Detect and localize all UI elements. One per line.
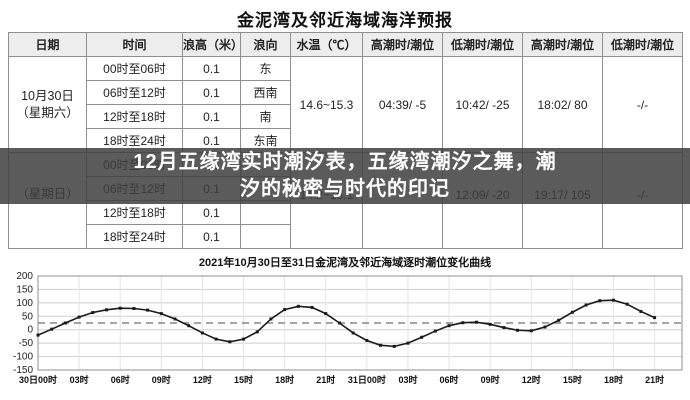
column-header-water-temp: 水温（℃） (290, 32, 363, 57)
low-tide-2-day1: -/- (602, 56, 683, 153)
column-header-low-tide-2: 低潮时/潮位 (602, 32, 683, 57)
wave-cell: 0.1 (182, 56, 241, 81)
column-header-high-tide-2: 高潮时/潮位 (522, 32, 603, 57)
x-axis-labels: 30日00时 03时 06时 09时 12时 15时 18时 21时 31日00时 03时 06时 0… (19, 374, 664, 385)
svg-text:150: 150 (16, 284, 33, 295)
svg-text:-50: -50 (19, 338, 34, 349)
column-header-time: 时间 (86, 32, 183, 57)
svg-text:03时: 03时 (70, 374, 89, 385)
column-header-date: 日期 (8, 32, 87, 57)
svg-text:06时: 06时 (440, 374, 459, 385)
tide-chart: 2021年10月30日至31日金泥湾及邻近海域逐时潮位变化曲线 -150 -100… (0, 252, 690, 400)
table-row: 06时至12时 0.1 西南 (9, 80, 683, 105)
dir-cell: 东 (240, 56, 291, 81)
wave-cell: 0.1 (182, 104, 241, 129)
svg-text:21时: 21时 (645, 374, 664, 385)
overlay-text-line2: 汐的秘密与时代的印记 (240, 178, 450, 200)
forecast-table: 日期 时间 浪高（米） 浪向 水温（℃） 高潮时/潮位 低潮时/潮位 高潮时/潮… (8, 32, 683, 249)
svg-text:31日00时: 31日00时 (348, 374, 386, 385)
column-header-wave-dir: 浪向 (240, 32, 291, 57)
svg-text:21时: 21时 (316, 374, 335, 385)
dir-cell: 西南 (240, 80, 291, 105)
svg-text:06时: 06时 (111, 374, 130, 385)
high-tide-2-day1: 18:02/ 80 (522, 56, 603, 153)
time-cell: 06时至12时 (86, 80, 183, 105)
svg-text:15时: 15时 (563, 374, 582, 385)
table-header-row: 日期 时间 浪高（米） 浪向 水温（℃） 高潮时/潮位 低潮时/潮位 高潮时/潮… (8, 32, 683, 57)
dir-cell (240, 200, 291, 225)
svg-text:09时: 09时 (152, 374, 171, 385)
time-cell: 12时至18时 (86, 104, 183, 129)
chart-title: 2021年10月30日至31日金泥湾及邻近海域逐时潮位变化曲线 (198, 257, 492, 269)
low-tide-1-day1: 10:42/ -25 (442, 56, 523, 153)
svg-text:200: 200 (16, 271, 33, 282)
wave-cell: 0.1 (182, 224, 241, 249)
tide-curve-markers (36, 298, 657, 348)
svg-text:18时: 18时 (604, 374, 623, 385)
wave-cell: 0.1 (182, 200, 241, 225)
table-row: 18时至24时 0.1 (9, 224, 683, 249)
column-header-wave-height: 浪高（米） (182, 32, 241, 57)
tide-chart-canvas: -150 -100 -50 0 50 100 150 200 30日00时 03时 06时 09时 12… (13, 271, 683, 385)
svg-text:0: 0 (27, 325, 33, 336)
column-header-low-tide-1: 低潮时/潮位 (442, 32, 523, 57)
svg-text:03时: 03时 (398, 374, 417, 385)
svg-text:09时: 09时 (481, 374, 500, 385)
date-cell-day1: 10月30日 （星期六） (8, 56, 87, 153)
svg-text:50: 50 (22, 311, 34, 322)
tide-curve (37, 299, 655, 348)
svg-text:12时: 12时 (522, 374, 541, 385)
time-cell: 12时至18时 (86, 200, 183, 225)
svg-text:15时: 15时 (234, 374, 253, 385)
date-line2: （星期六） (16, 105, 79, 120)
overlay-banner: 12月五缘湾实时潮汐表，五缘湾潮汐之舞，潮 汐的秘密与时代的印记 (0, 148, 690, 204)
column-header-high-tide-1: 高潮时/潮位 (362, 32, 443, 57)
table-row: 12时至18时 0.1 南 (9, 104, 683, 129)
table-row: 10月30日 （星期六） 00时至06时 0.1 东 14.6~15.3 04:… (8, 56, 683, 153)
date-line1: 10月30日 (21, 88, 74, 103)
dir-cell (240, 224, 291, 249)
svg-text:-100: -100 (13, 352, 33, 363)
svg-text:-150: -150 (13, 365, 33, 376)
time-cell: 18时至24时 (86, 224, 183, 249)
temp-cell-day1: 14.6~15.3 (290, 56, 363, 153)
time-cell: 00时至06时 (86, 56, 183, 81)
wave-cell: 0.1 (182, 80, 241, 105)
page-title: 金泥湾及邻近海域海洋预报 (237, 11, 453, 30)
svg-text:18时: 18时 (275, 374, 294, 385)
overlay-text-line1: 12月五缘湾实时潮汐表，五缘湾潮汐之舞，潮 (133, 151, 557, 173)
svg-text:100: 100 (16, 298, 33, 309)
svg-text:12时: 12时 (193, 374, 212, 385)
svg-text:30日00时: 30日00时 (19, 374, 57, 385)
high-tide-1-day1: 04:39/ -5 (362, 56, 443, 153)
dir-cell: 南 (240, 104, 291, 129)
